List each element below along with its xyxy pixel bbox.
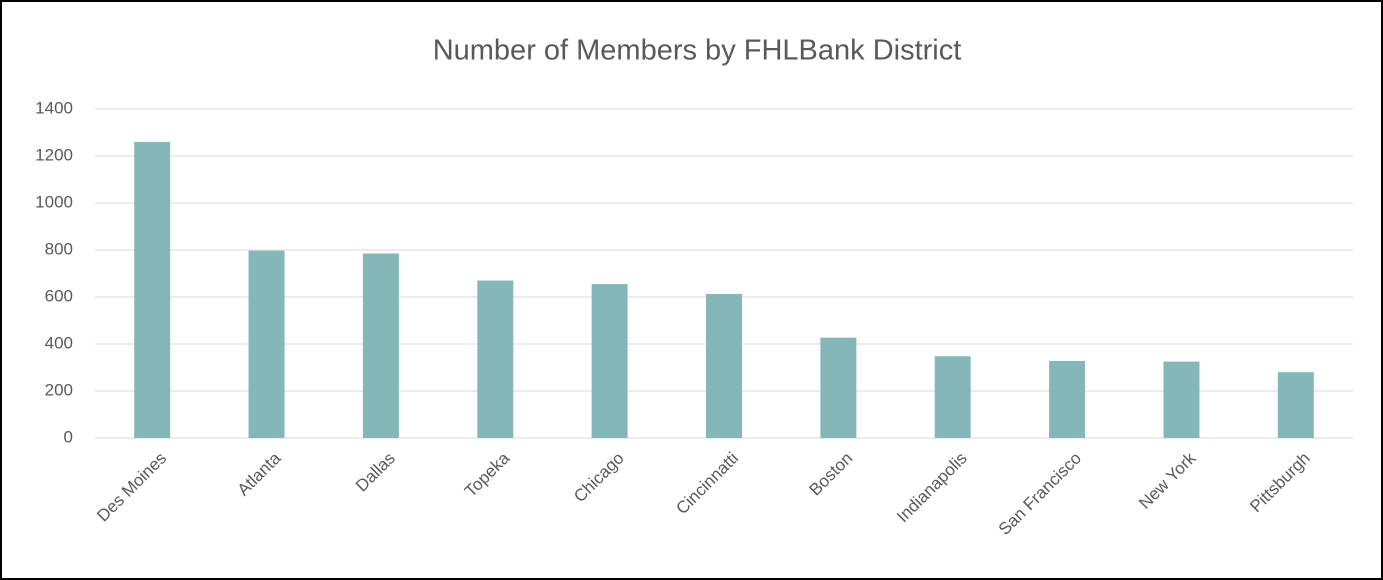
bar — [934, 356, 971, 438]
bar — [820, 337, 857, 438]
y-tick-label: 1400 — [35, 98, 73, 117]
bar — [706, 293, 742, 438]
y-tick-label: 1000 — [35, 192, 73, 211]
y-tick-label: 400 — [45, 333, 73, 352]
y-tick-label: 800 — [45, 239, 73, 258]
y-tick-label: 1200 — [35, 145, 73, 164]
bar — [1277, 372, 1314, 438]
bar — [362, 253, 399, 438]
bar — [1049, 360, 1086, 438]
bar — [477, 280, 514, 438]
y-tick-label: 600 — [45, 286, 73, 305]
bar — [248, 250, 285, 438]
bar — [1163, 361, 1200, 438]
y-tick-label: 200 — [45, 380, 73, 399]
bar — [591, 284, 628, 438]
y-tick-label: 0 — [64, 427, 73, 446]
chart-title: Number of Members by FHLBank District — [433, 35, 962, 67]
bar — [134, 141, 171, 438]
